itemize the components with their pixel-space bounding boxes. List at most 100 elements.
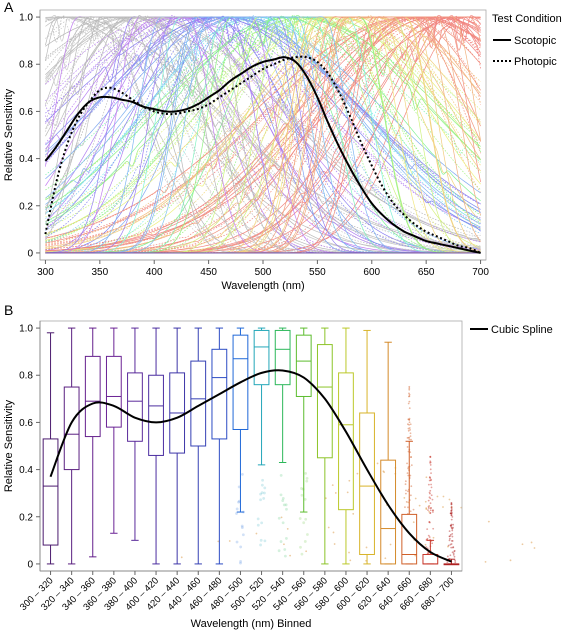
y-tick-label-b: 0.8: [19, 371, 33, 382]
background-spectrum-curve: [45, 15, 481, 239]
outlier-point: [239, 559, 242, 563]
x-tick-label-a: 550: [309, 267, 326, 278]
outlier-point: [235, 540, 239, 544]
outlier-point: [284, 503, 288, 507]
outlier-point: [427, 507, 430, 509]
outlier-point: [428, 476, 431, 479]
background-spectrum-curve: [45, 16, 481, 225]
panel-label-a: A: [4, 0, 14, 15]
outlier-point: [407, 474, 410, 477]
outlier-point: [298, 517, 302, 520]
box-19: [443, 558, 460, 566]
y-tick-label-a: 0.4: [19, 154, 33, 165]
outlier-point: [429, 461, 431, 464]
background-spectrum-curve: [45, 16, 481, 249]
outlier-point: [305, 479, 309, 483]
background-spectrum-curve: [45, 16, 481, 237]
outlier-point: [348, 479, 351, 482]
box-6: [169, 327, 186, 565]
box-12: [295, 327, 312, 513]
outlier-point: [262, 497, 266, 500]
outlier-point: [285, 537, 288, 540]
outlier-point: [240, 526, 244, 529]
outlier-point: [449, 543, 452, 546]
outlier-point: [429, 509, 432, 512]
y-tick-label-a: 1.0: [19, 13, 33, 24]
outlier-point: [451, 551, 454, 554]
outlier-point: [407, 402, 410, 405]
outlier-point: [429, 461, 432, 464]
outlier-point: [414, 497, 417, 500]
outlier-point: [239, 545, 243, 549]
y-tick-label-a: 0: [27, 248, 33, 259]
x-tick-label-a: 650: [418, 267, 435, 278]
x-tick-label-a: 450: [200, 267, 217, 278]
outlier-point: [409, 432, 412, 435]
background-spectrum-curve: [45, 16, 481, 252]
outlier-point: [428, 536, 431, 538]
outlier-point: [408, 387, 411, 390]
outlier-point: [383, 471, 386, 474]
outlier-point: [430, 478, 433, 481]
y-tick-label-a: 0.8: [19, 60, 33, 71]
outlier-point: [450, 509, 453, 512]
box-15: [359, 329, 375, 565]
outlier-point: [283, 543, 285, 546]
outlier-point: [453, 550, 456, 553]
outlier-point: [303, 540, 307, 543]
outlier-point: [428, 491, 431, 494]
outlier-point: [409, 494, 412, 497]
outlier-point: [452, 552, 455, 555]
outlier-point: [429, 468, 432, 471]
outlier-point: [241, 472, 244, 476]
box-body: [84, 355, 101, 438]
outlier-point: [405, 489, 407, 492]
outlier-point: [281, 521, 285, 525]
outlier-point: [430, 472, 432, 475]
outlier-point: [448, 539, 451, 542]
box-14: [338, 327, 354, 565]
outlier-point: [452, 553, 455, 556]
outlier-point: [450, 527, 453, 529]
y-tick-label-b: 0.2: [19, 512, 33, 523]
outlier-point: [450, 518, 453, 521]
outlier-point: [530, 541, 533, 544]
outlier-point: [403, 496, 406, 499]
outlier-point: [281, 499, 285, 503]
outlier-point: [405, 500, 408, 503]
outlier-point: [408, 392, 410, 395]
outlier-point: [240, 524, 244, 528]
outlier-point: [450, 503, 453, 506]
outlier-point: [283, 548, 287, 551]
outlier-point: [406, 446, 409, 448]
background-spectrum-curve: [45, 16, 481, 244]
outlier-point: [451, 527, 454, 530]
outlier-point: [442, 495, 445, 498]
box-11: [274, 327, 291, 464]
panel-label-b: B: [4, 302, 13, 318]
outlier-point: [300, 487, 303, 490]
outlier-point: [432, 536, 435, 539]
outlier-point: [449, 533, 452, 536]
background-spectrum-curve: [45, 15, 481, 252]
outlier-point: [427, 505, 430, 508]
y-tick-label-b: 0: [27, 559, 33, 570]
outlier-point: [409, 428, 411, 431]
background-spectrum-curve: [45, 16, 481, 254]
outlier-point: [410, 485, 413, 488]
outlier-point: [409, 474, 412, 477]
x-tick-label-a: 500: [255, 267, 272, 278]
background-spectrum-curve: [45, 16, 481, 225]
outlier-point: [429, 456, 432, 459]
outlier-point: [425, 507, 428, 510]
outlier-point: [425, 508, 428, 511]
outlier-point: [450, 514, 453, 517]
outlier-point: [432, 511, 434, 513]
box-body: [338, 372, 354, 511]
outlier-point: [427, 552, 429, 555]
box-0: [42, 332, 59, 565]
outlier-point: [521, 543, 524, 546]
legend-label-cubic-spline: Cubic Spline: [491, 324, 553, 336]
box-2: [84, 327, 101, 558]
legend-label-scotopic: Scotopic: [514, 35, 557, 47]
